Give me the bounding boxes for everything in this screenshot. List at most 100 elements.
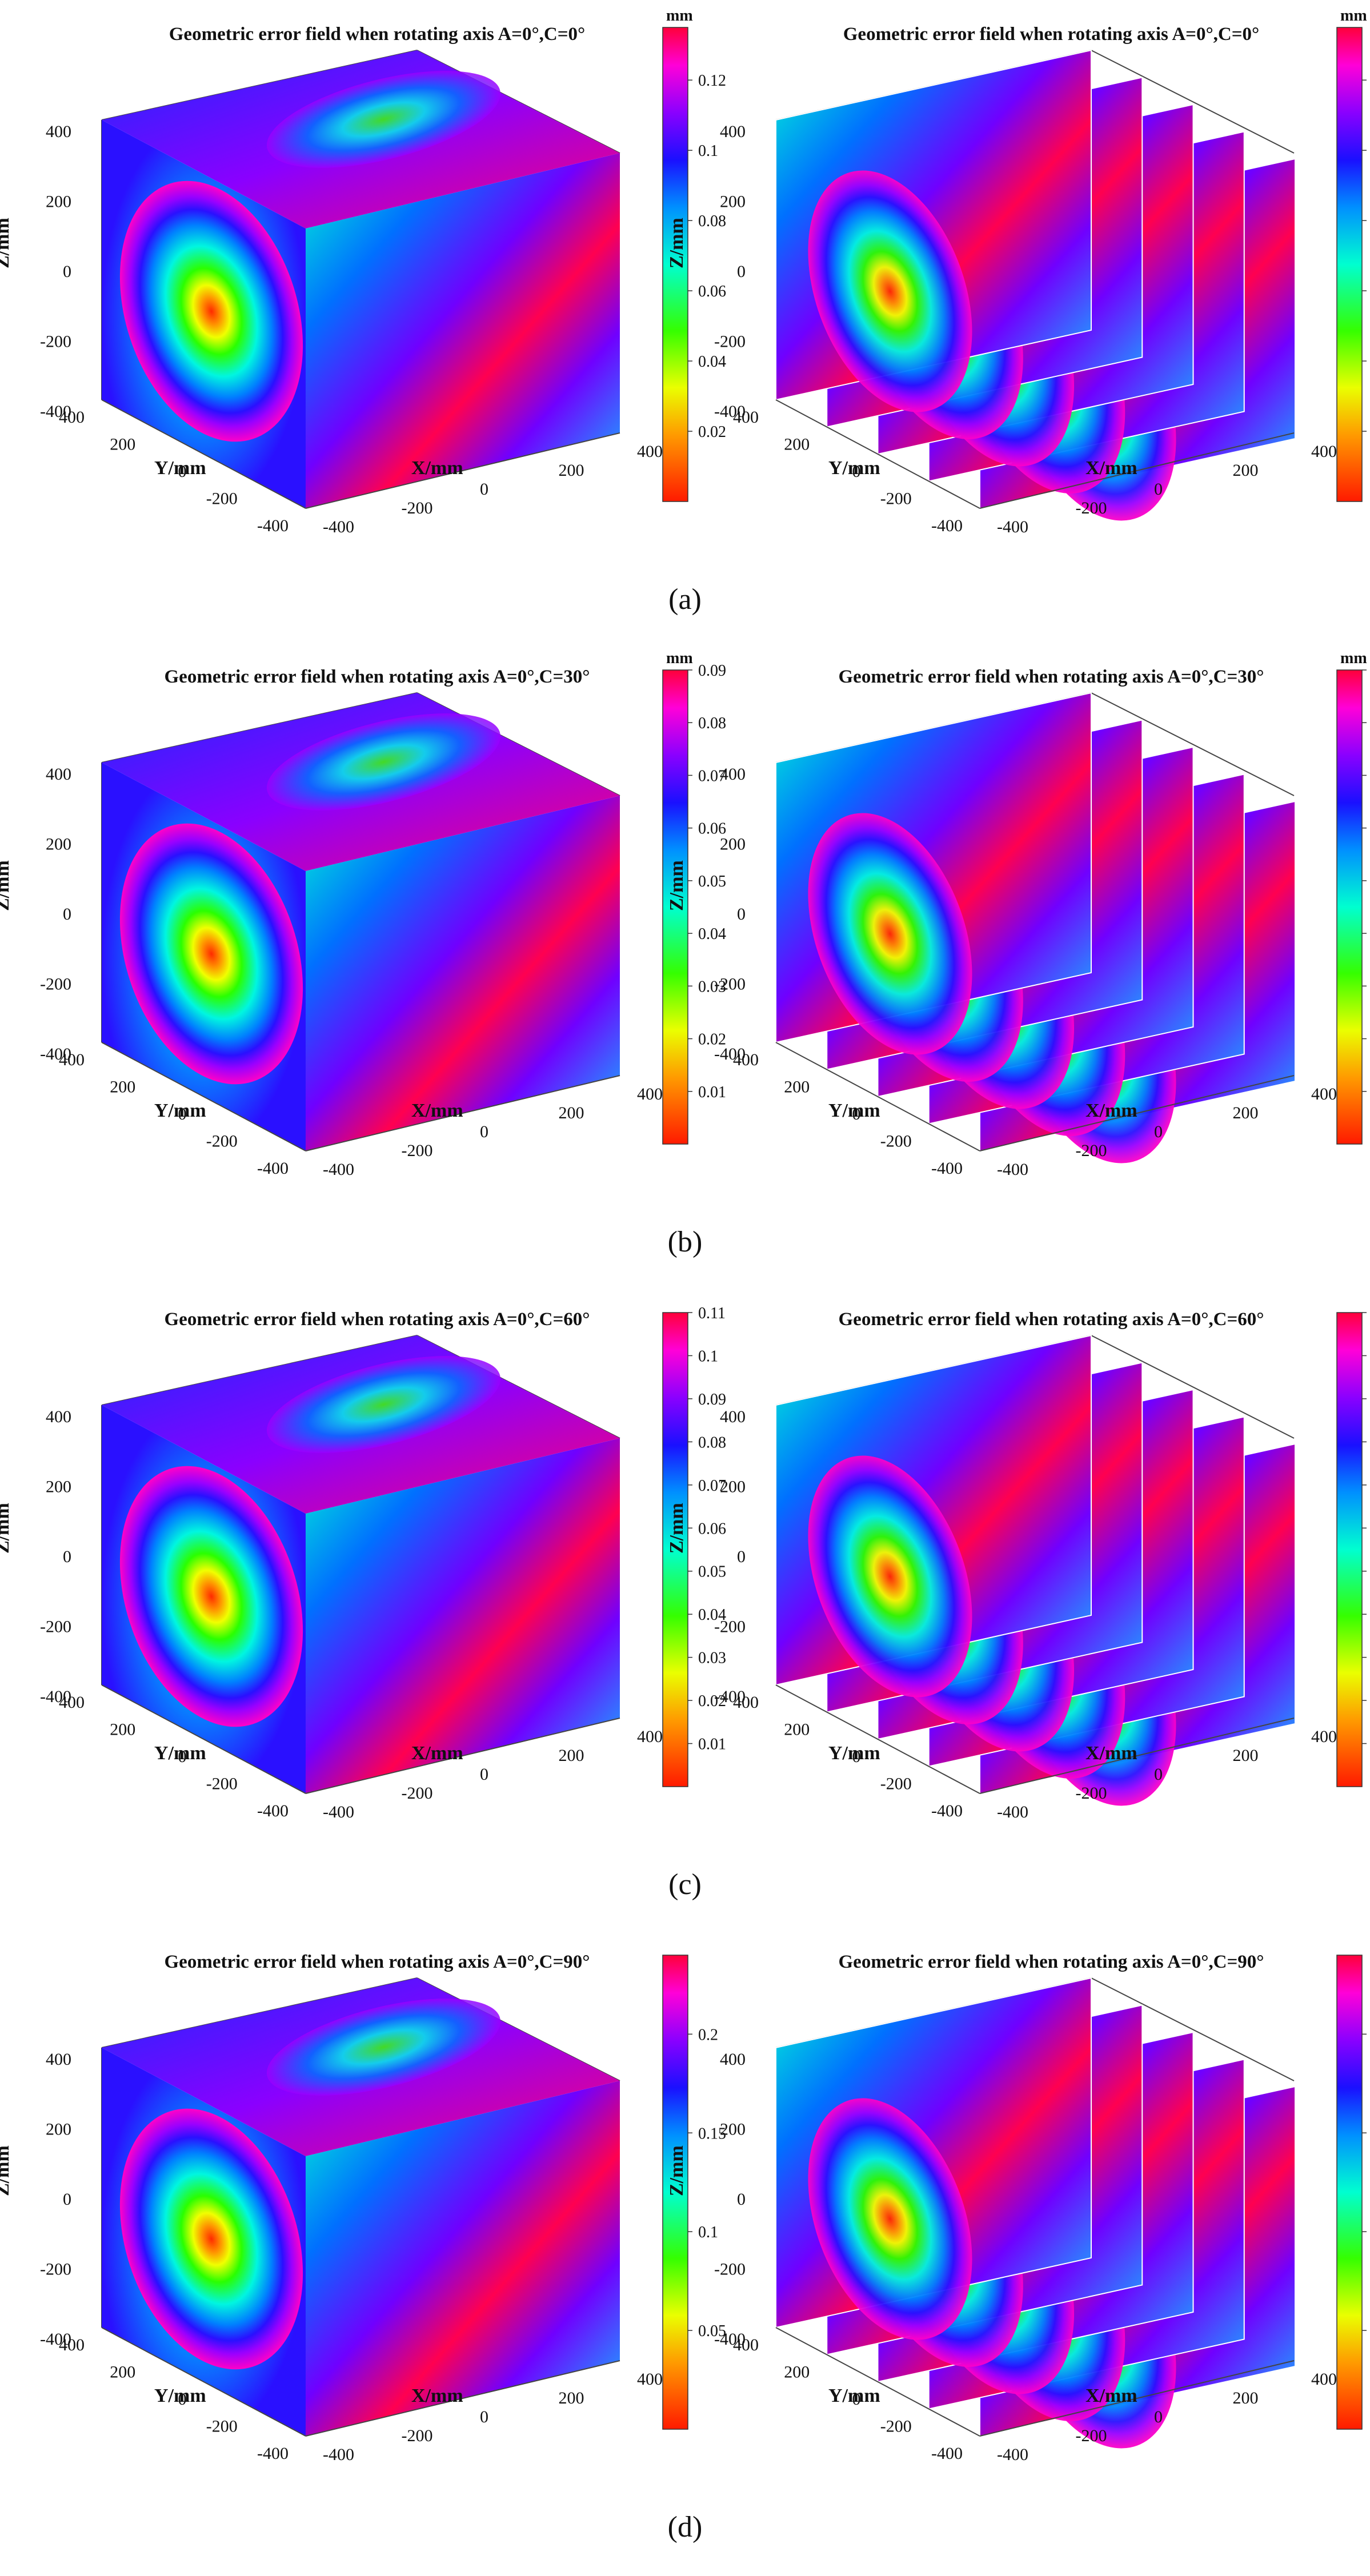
z-tick-label: -200: [40, 975, 71, 994]
y-tick-label: -200: [206, 1775, 238, 1793]
cube-right-face: [306, 2081, 620, 2436]
y-tick-label: -200: [880, 1132, 912, 1151]
figure-row-c: -400 -200 0 200 400 Z/mm -400 -200 0 200 400 Y/mm -4…: [0, 1305, 1367, 1901]
colorbar: [662, 669, 688, 1145]
y-tick-label: 200: [110, 1078, 135, 1097]
colorbar-tick-label: 0.1: [698, 2224, 718, 2241]
z-axis-label: Z/mm: [0, 860, 13, 911]
z-tick-label: -400: [714, 1045, 746, 1064]
z-tick-label: 0: [737, 905, 746, 924]
left-face-hotspot: [119, 1466, 303, 1727]
y-tick-label: 0: [178, 1747, 187, 1766]
colorbar-tick-label: 0.02: [698, 1692, 726, 1710]
x-axis-label: X/mm: [1085, 2385, 1137, 2406]
slices-panel: -400 -200 0 200 400 Z/mm -400 -200 0 200 400 Y/mm -4…: [666, 1952, 1367, 2464]
x-tick-label: 400: [1311, 1727, 1337, 1746]
y-tick-label: -200: [206, 1132, 238, 1151]
x-tick-label: 200: [1233, 1104, 1259, 1122]
z-tick-label: -200: [714, 332, 746, 351]
cube-panel: -400 -200 0 200 400 Z/mm -400 -200 0 200 400 Y/mm -4…: [0, 1952, 726, 2464]
x-tick-label: 400: [637, 2370, 663, 2389]
figure-row-b: -400 -200 0 200 400 Z/mm -400 -200 0 200 400 Y/mm -4…: [0, 649, 1367, 1258]
x-tick-label: 200: [559, 2389, 584, 2408]
colorbar-tick-label: 0.07: [698, 767, 726, 785]
z-tick-label: 0: [737, 262, 746, 281]
colorbar: [1336, 1955, 1363, 2430]
z-axis-label: Z/mm: [666, 860, 687, 911]
colorbar-tick-label: 0.12: [698, 72, 726, 90]
y-tick-label: 400: [59, 2336, 85, 2354]
panel-title: Geometric error field when rotating axis…: [169, 24, 585, 45]
colorbar-tick-label: 0.1: [698, 142, 718, 160]
y-tick-label: 400: [733, 408, 759, 427]
x-tick-label: -400: [997, 2445, 1028, 2464]
box-edge: [1091, 692, 1295, 796]
left-face-hotspot: [119, 2108, 303, 2370]
x-tick-label: 200: [1233, 461, 1259, 480]
colorbar: [662, 27, 688, 502]
colorbar-tick-label: 0.08: [698, 212, 726, 230]
colorbar-tick-label: 0.01: [698, 1736, 726, 1754]
y-tick-label: -400: [257, 1801, 289, 1820]
subfigure-label: (d): [668, 2511, 703, 2543]
z-tick-label: 200: [720, 2120, 746, 2139]
y-axis-line: [775, 399, 980, 509]
z-tick-label: 400: [720, 2050, 746, 2069]
x-axis-line: [305, 432, 620, 509]
x-tick-label: -200: [1076, 499, 1107, 517]
y-tick-label: 0: [178, 1105, 187, 1124]
x-tick-label: -200: [1076, 1784, 1107, 1803]
x-axis-label: X/mm: [411, 458, 463, 479]
cube-panel: -400 -200 0 200 400 Z/mm -400 -200 0 200 400 Y/mm -4…: [0, 1305, 726, 1821]
x-tick-label: -400: [323, 1160, 354, 1179]
x-tick-label: -200: [402, 1141, 433, 1160]
x-axis-line: [305, 1718, 620, 1794]
x-axis-line: [305, 1075, 620, 1151]
y-axis-label: Y/mm: [154, 458, 206, 479]
y-tick-label: -400: [257, 1159, 289, 1178]
y-tick-label: 200: [784, 435, 810, 454]
slices-panel: -400 -200 0 200 400 Z/mm -400 -200 0 200 400 Y/mm -4…: [666, 7, 1367, 536]
y-tick-label: 200: [110, 435, 135, 454]
z-tick-label: -400: [714, 402, 746, 421]
x-tick-label: 0: [480, 480, 488, 499]
x-axis-label: X/mm: [411, 2385, 463, 2406]
y-tick-label: -200: [206, 2417, 238, 2436]
z-tick-label: -200: [714, 2260, 746, 2279]
y-axis-line: [101, 1684, 306, 1794]
y-tick-label: 400: [733, 1693, 759, 1712]
y-tick-label: 400: [733, 1050, 759, 1069]
y-tick-label: 0: [852, 1105, 861, 1124]
y-tick-label: 0: [852, 462, 861, 481]
x-tick-label: -400: [323, 1803, 354, 1821]
box-edge: [1091, 1977, 1295, 2081]
x-tick-label: 200: [559, 1104, 584, 1122]
z-axis-label: Z/mm: [0, 2145, 13, 2196]
x-tick-label: 400: [637, 1727, 663, 1746]
y-tick-label: -200: [880, 1775, 912, 1793]
top-face-field: [267, 713, 500, 810]
y-tick-label: 400: [59, 1693, 85, 1712]
colorbar-unit: mm: [1340, 7, 1367, 25]
z-axis-label: Z/mm: [666, 218, 687, 268]
z-tick-label: 0: [63, 262, 71, 281]
colorbar-tick-label: 0.03: [698, 978, 726, 996]
x-tick-label: 0: [1154, 1122, 1163, 1141]
z-axis-label: Z/mm: [666, 2145, 687, 2196]
y-tick-label: 200: [784, 1720, 810, 1739]
y-tick-label: -400: [931, 1801, 963, 1820]
colorbar: [1336, 669, 1363, 1145]
colorbar-tick-label: 0.09: [698, 1391, 726, 1409]
x-tick-label: 400: [1311, 1085, 1337, 1104]
subfigure-label: (c): [668, 1868, 702, 1901]
y-tick-label: 200: [110, 2363, 135, 2382]
y-tick-label: 0: [178, 2390, 187, 2409]
x-tick-label: -400: [997, 517, 1028, 536]
z-tick-label: -200: [40, 1618, 71, 1636]
x-axis-label: X/mm: [1085, 458, 1137, 479]
y-axis-line: [101, 2327, 306, 2437]
x-axis-label: X/mm: [1085, 1743, 1137, 1764]
colorbar-tick-label: 0.06: [698, 820, 726, 838]
cube-right-face: [306, 1438, 620, 1793]
colorbar-tick-label: 0.04: [698, 1606, 726, 1624]
